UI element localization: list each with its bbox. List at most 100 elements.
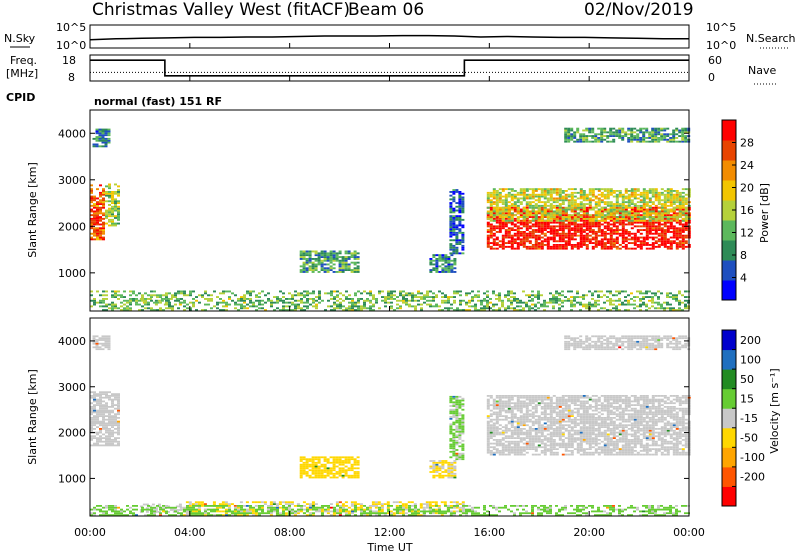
power-cell <box>591 294 594 297</box>
power-cell <box>627 201 631 204</box>
power-cell <box>654 195 658 198</box>
power-y-tick-label: 4000 <box>58 127 86 140</box>
power-cell <box>528 227 532 230</box>
power-cell <box>645 193 649 196</box>
power-cell <box>311 271 315 273</box>
power-cell <box>633 221 637 224</box>
power-cell <box>573 137 577 139</box>
freq-label-line2: [MHz] <box>6 67 38 80</box>
power-cell <box>630 188 634 191</box>
power-cell <box>504 197 508 200</box>
power-cell <box>606 309 609 311</box>
velocity-cell <box>432 474 436 477</box>
power-cell <box>657 234 661 237</box>
velocity-cell <box>458 503 462 505</box>
power-cell <box>657 232 661 235</box>
power-cell <box>555 292 558 295</box>
beam-title: Beam 06 <box>348 0 424 20</box>
power-cell <box>684 193 688 196</box>
power-cell <box>498 197 502 200</box>
velocity-cell <box>452 421 456 424</box>
velocity-cell <box>96 433 99 436</box>
velocity-cell <box>102 420 105 423</box>
power-cell <box>350 271 354 273</box>
power-cell <box>594 210 598 213</box>
velocity-cell <box>461 403 465 406</box>
power-cell <box>621 227 625 230</box>
velocity-cell <box>99 435 102 438</box>
power-cell <box>537 204 541 207</box>
velocity-cell <box>341 463 345 466</box>
velocity-cell <box>145 503 149 506</box>
velocity-cell <box>98 337 102 340</box>
power-cell <box>326 256 330 258</box>
velocity-cell <box>455 428 459 431</box>
velocity-cell <box>422 503 426 505</box>
power-cell <box>681 212 685 215</box>
power-cell <box>663 223 667 226</box>
power-cell <box>483 309 486 311</box>
power-cell <box>672 133 676 136</box>
power-cell <box>651 190 655 192</box>
power-cell <box>543 301 546 304</box>
power-cell <box>567 131 571 134</box>
velocity-cell <box>93 420 96 423</box>
power-cell <box>522 197 526 200</box>
power-cell <box>507 231 511 233</box>
power-cell <box>594 236 598 239</box>
power-cell <box>353 269 357 271</box>
velocity-cell <box>323 460 327 462</box>
power-cell <box>495 206 499 209</box>
velocity-cell <box>458 506 462 509</box>
power-cell <box>102 212 105 215</box>
velocity-cell <box>95 339 99 341</box>
power-cell <box>582 138 586 141</box>
power-cell <box>507 195 511 198</box>
power-cell <box>648 135 652 137</box>
power-cell <box>588 199 592 202</box>
power-cell <box>489 245 493 248</box>
power-cell <box>636 137 640 139</box>
velocity-cell <box>93 442 96 445</box>
power-cell <box>663 309 666 311</box>
power-cell <box>621 303 624 306</box>
power-cell <box>519 190 523 192</box>
power-cell <box>549 298 552 300</box>
power-cell <box>522 208 526 211</box>
power-cell <box>486 238 490 241</box>
power-cell <box>372 309 375 311</box>
velocity-cell <box>455 408 459 411</box>
power-cell <box>156 309 159 311</box>
power-cell <box>684 296 687 298</box>
velocity-cell <box>105 424 108 427</box>
velocity-cell <box>350 503 354 505</box>
power-cell <box>660 199 664 202</box>
power-cell <box>105 217 108 219</box>
power-cell <box>338 252 342 255</box>
power-cell <box>633 191 637 194</box>
velocity-cell <box>236 514 240 516</box>
velocity-cell <box>455 401 459 404</box>
velocity-cell <box>455 405 459 407</box>
power-cell <box>681 240 685 243</box>
power-cell <box>267 298 270 300</box>
velocity-cell <box>114 439 117 441</box>
power-cell <box>645 234 649 237</box>
power-cell <box>597 193 601 196</box>
power-cell <box>591 206 595 209</box>
power-cell <box>600 290 603 293</box>
power-cell <box>341 259 345 262</box>
velocity-cell <box>329 472 333 475</box>
power-cell <box>534 305 537 308</box>
power-cell <box>96 188 99 191</box>
power-cell <box>435 259 439 262</box>
power-cell <box>501 225 505 228</box>
power-cell <box>552 240 556 243</box>
power-cell <box>99 238 102 241</box>
power-cell <box>666 227 670 230</box>
power-cell <box>333 307 336 310</box>
velocity-cell <box>90 420 93 423</box>
power-cell <box>101 139 105 142</box>
velocity-cell <box>172 509 176 511</box>
